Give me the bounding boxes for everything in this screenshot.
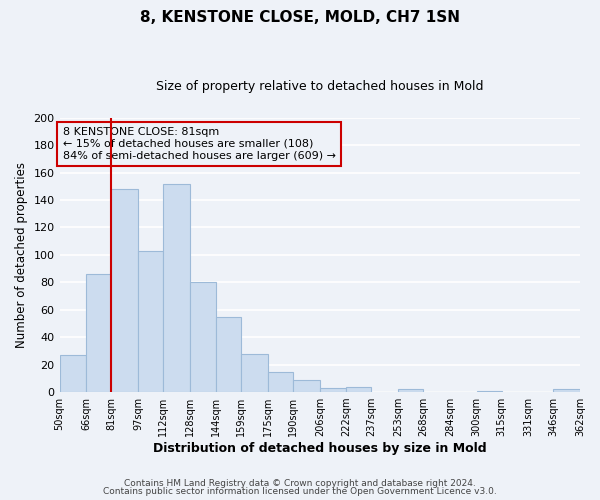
Bar [553,390,580,392]
Bar [111,189,138,392]
Text: Contains HM Land Registry data © Crown copyright and database right 2024.: Contains HM Land Registry data © Crown c… [124,478,476,488]
Bar [190,282,217,392]
Bar [86,274,111,392]
Bar [476,390,502,392]
Bar [320,388,346,392]
Title: Size of property relative to detached houses in Mold: Size of property relative to detached ho… [156,80,484,93]
Bar [346,386,371,392]
Text: 8 KENSTONE CLOSE: 81sqm
← 15% of detached houses are smaller (108)
84% of semi-d: 8 KENSTONE CLOSE: 81sqm ← 15% of detache… [63,128,336,160]
Text: 8, KENSTONE CLOSE, MOLD, CH7 1SN: 8, KENSTONE CLOSE, MOLD, CH7 1SN [140,10,460,25]
X-axis label: Distribution of detached houses by size in Mold: Distribution of detached houses by size … [153,442,487,455]
Bar [241,354,268,392]
Bar [59,355,86,392]
Bar [268,372,293,392]
Y-axis label: Number of detached properties: Number of detached properties [15,162,28,348]
Text: Contains public sector information licensed under the Open Government Licence v3: Contains public sector information licen… [103,487,497,496]
Bar [293,380,320,392]
Bar [138,251,163,392]
Bar [398,390,423,392]
Bar [217,316,241,392]
Bar [163,184,190,392]
